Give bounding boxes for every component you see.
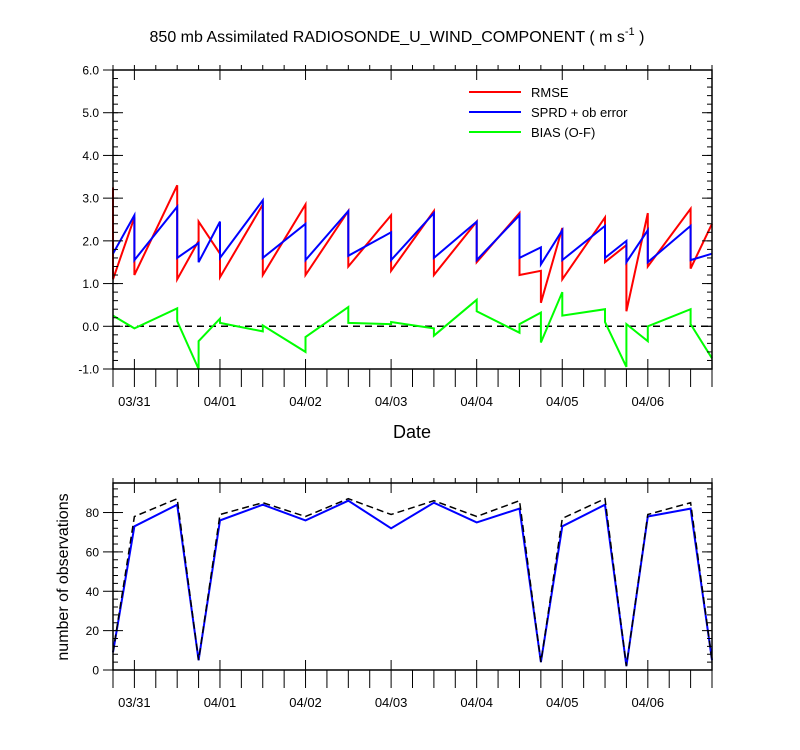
bottom-xtick-label: 04/03 — [375, 695, 408, 710]
chart-title: 850 mb Assimilated RADIOSONDE_U_WIND_COM… — [150, 26, 645, 46]
top-xtick-label: 04/03 — [375, 394, 408, 409]
legend-label: RMSE — [531, 85, 569, 100]
bottom-xtick-label: 04/06 — [632, 695, 665, 710]
top-series-line-bias-o-f- — [112, 291, 713, 370]
x-axis-label: Date — [393, 422, 431, 442]
bottom-panel: 0 20 40 60 80 03/31 04/01 04/02 04/03 04/04 04/05 0… — [55, 478, 713, 710]
bottom-ticks: 0 20 40 60 80 03/31 04/01 04/02 04/03 04/04 04/05 0… — [86, 478, 713, 710]
top-series-line-sprd-ob-error — [112, 197, 713, 268]
bottom-ytick-label: 80 — [86, 506, 100, 520]
top-series — [112, 184, 713, 370]
legend-label: BIAS (O-F) — [531, 125, 595, 140]
bottom-plot-frame — [112, 482, 713, 671]
top-xtick-label: 04/01 — [204, 394, 237, 409]
top-series-line-rmse — [112, 184, 713, 312]
top-plot-frame — [112, 69, 713, 370]
top-xtick-label: 03/31 — [118, 394, 151, 409]
bottom-ytick-label: 0 — [92, 664, 99, 678]
top-ytick-label: -1.0 — [78, 363, 99, 377]
top-ytick-label: 1.0 — [82, 277, 99, 291]
bottom-xtick-label: 04/05 — [546, 695, 579, 710]
top-ytick-label: 5.0 — [82, 106, 99, 120]
legend-label: SPRD + ob error — [531, 105, 628, 120]
bottom-series — [112, 497, 713, 667]
bottom-ytick-label: 60 — [86, 545, 100, 559]
top-ytick-label: 6.0 — [82, 64, 99, 78]
bottom-xtick-label: 03/31 — [118, 695, 151, 710]
top-xtick-label: 04/02 — [289, 394, 322, 409]
bottom-xtick-label: 04/04 — [460, 695, 493, 710]
legend: RMSE SPRD + ob error BIAS (O-F) — [469, 85, 628, 140]
bottom-xtick-label: 04/02 — [289, 695, 322, 710]
top-ytick-label: 2.0 — [82, 234, 99, 248]
bottom-xtick-label: 04/01 — [204, 695, 237, 710]
title-unit-exponent: -1 — [625, 26, 635, 38]
bottom-series-line-possible-observations — [112, 497, 713, 667]
top-xtick-label: 04/04 — [460, 394, 493, 409]
bottom-series-line-used-observations — [112, 499, 713, 667]
top-ytick-label: 3.0 — [82, 192, 99, 206]
top-ytick-label: 4.0 — [82, 149, 99, 163]
top-xtick-label: 04/05 — [546, 394, 579, 409]
top-ytick-label: 0.0 — [82, 320, 99, 334]
y-axis-label: number of observations — [55, 493, 72, 660]
bottom-ytick-label: 40 — [86, 585, 100, 599]
top-panel: -1.0 0.0 1.0 2.0 3.0 4.0 5.0 6.0 03/31 04/01 04/02… — [78, 64, 713, 442]
top-xtick-label: 04/06 — [632, 394, 665, 409]
bottom-ytick-label: 20 — [86, 624, 100, 638]
top-ticks: -1.0 0.0 1.0 2.0 3.0 4.0 5.0 6.0 03/31 04/01 04/02… — [78, 64, 713, 409]
